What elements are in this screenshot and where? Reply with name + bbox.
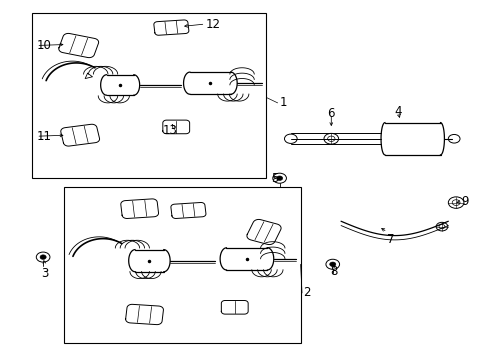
Text: 13: 13 <box>163 124 178 137</box>
Bar <box>32 13 266 178</box>
Text: 2: 2 <box>303 287 310 300</box>
Text: 7: 7 <box>386 233 394 246</box>
Circle shape <box>40 255 46 259</box>
Text: 8: 8 <box>329 265 337 278</box>
Text: 12: 12 <box>205 18 220 31</box>
Text: 4: 4 <box>393 105 401 118</box>
Text: 1: 1 <box>279 96 286 109</box>
Text: 10: 10 <box>36 39 51 52</box>
Text: 5: 5 <box>271 172 278 185</box>
Text: 9: 9 <box>461 195 468 208</box>
Text: 11: 11 <box>36 130 51 143</box>
Text: 3: 3 <box>41 267 48 280</box>
Bar <box>64 187 300 343</box>
Circle shape <box>329 262 335 266</box>
Text: 6: 6 <box>327 107 334 120</box>
Circle shape <box>276 176 282 180</box>
